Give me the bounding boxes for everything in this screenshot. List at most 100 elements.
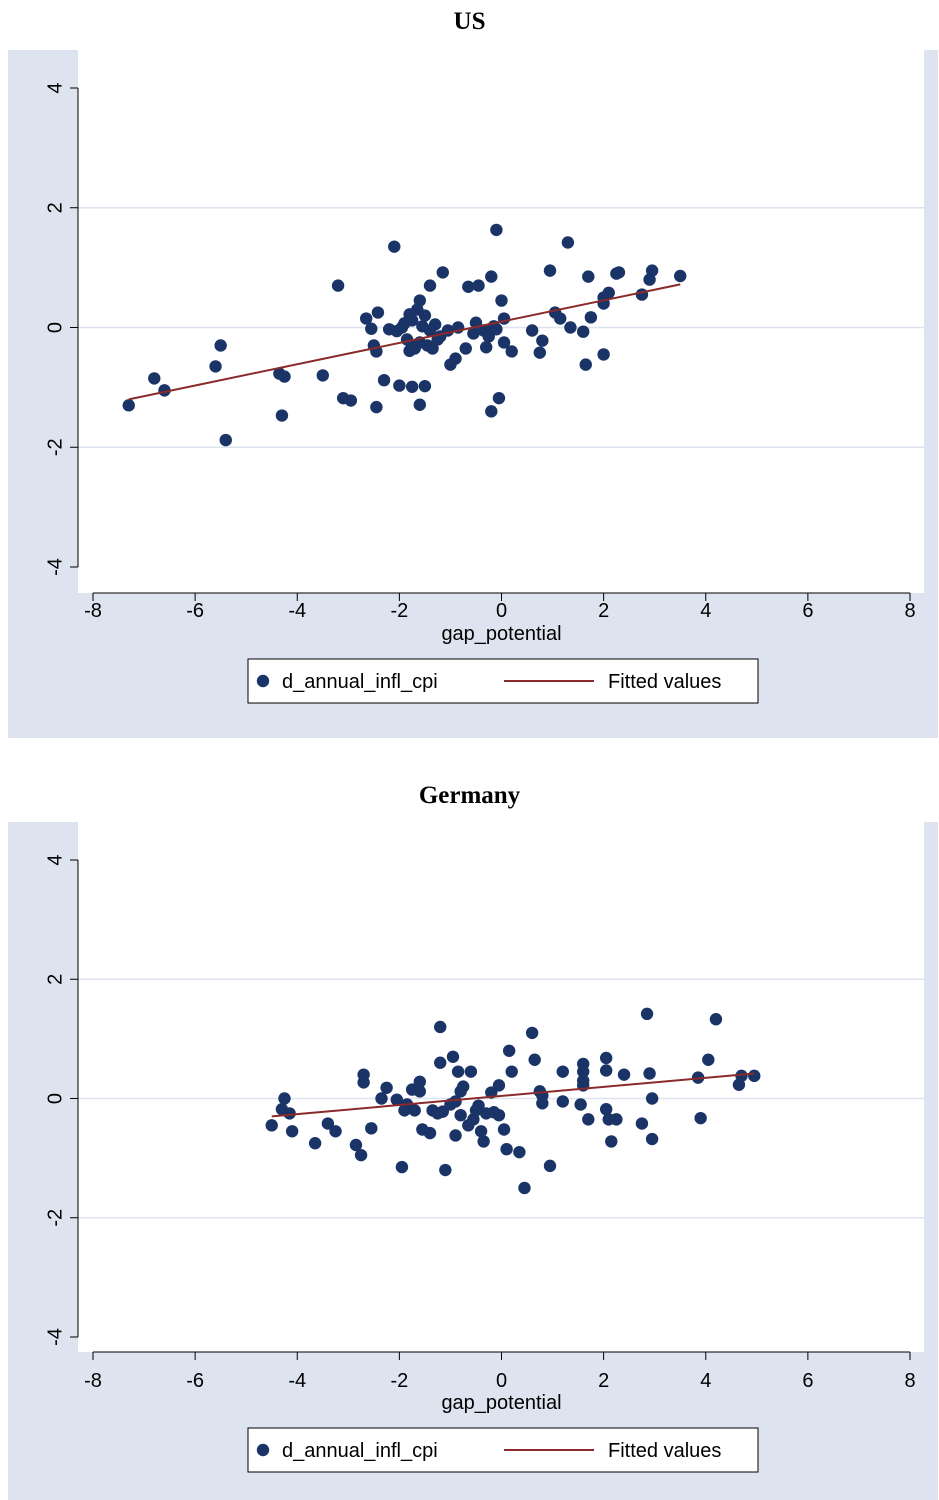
data-point [645,1132,659,1146]
data-point [490,223,503,237]
data-point [439,1163,452,1177]
data-point [492,391,506,405]
legend: d_annual_infl_cpi Fitted values [247,1427,759,1473]
data-point [528,1053,541,1066]
data-point [556,1095,569,1108]
data-point [423,1126,437,1140]
data-point [474,1125,488,1138]
germany-panel: Germany -4 -2 0 2 4 -8 -6 -4 -2 0 2 4 6 8 gap_potentia… [0,772,939,1500]
data-point [446,1050,460,1063]
legend: d_annual_infl_cpi Fitted values [247,658,759,704]
data-point [497,336,511,349]
data-point [602,286,615,299]
data-point [702,1053,715,1066]
data-point [265,1119,278,1132]
us-scatter-plot: -4 -2 0 2 4 -8 -6 -4 -2 0 2 4 6 8 gap_potential d_annua… [44,50,924,704]
chart-title: Germany [418,782,521,809]
fitted-line [271,1072,755,1118]
legend-box [247,1427,759,1473]
data-point [426,342,439,355]
data-point [393,379,406,392]
data-point [577,1065,590,1078]
x-tick-label: 4 [700,600,711,622]
x-tick-label: 0 [496,600,507,622]
data-point [556,1065,569,1078]
x-tick-label: 0 [496,1370,507,1392]
x-tick-label: -2 [390,600,408,622]
y-tick-label: -2 [44,1209,66,1227]
data-point [285,1125,299,1138]
data-point [462,280,475,293]
data-point [365,322,378,335]
x-tick-label: -6 [186,600,204,622]
data-point [612,266,626,279]
data-point [505,1065,518,1078]
x-tick-label: 6 [802,1370,813,1392]
data-point [467,327,480,340]
data-point [645,264,659,277]
data-point [582,270,595,283]
x-axis-title: gap_potential [441,1392,561,1414]
data-point [597,348,610,361]
x-axis-title: gap_potential [441,623,561,645]
data-point [513,1145,526,1159]
data-point [308,1137,322,1150]
data-point [497,1123,511,1136]
y-tick-label: -2 [44,438,66,456]
x-tick-label: 2 [598,1370,609,1392]
data-point [500,1142,513,1156]
data-point [148,372,161,385]
data-point [428,318,442,331]
data-point [599,1103,613,1116]
data-point [370,400,383,414]
x-tick-label: -8 [84,600,102,622]
data-point [635,288,649,301]
data-point [321,1117,335,1130]
data-point [423,279,437,292]
y-tick-label: -4 [44,558,66,576]
data-point [645,1092,659,1105]
data-point [457,1080,470,1093]
data-point [214,339,227,352]
data-point [518,1181,531,1195]
data-point [561,236,575,249]
data-point [344,394,358,407]
data-point [735,1069,748,1083]
data-point [408,1104,421,1117]
x-tick-label: 6 [802,600,813,622]
data-point [436,266,449,279]
data-point [331,279,345,292]
legend-label-line: Fitted values [608,671,721,693]
data-point [599,1064,613,1077]
data-point [449,352,462,365]
data-point [283,1107,296,1120]
data-point [405,380,419,393]
data-point [492,1079,506,1092]
data-point [584,311,598,324]
us-panel: US -4 -2 0 2 4 -8 -6 -4 -2 0 2 4 6 8 gap_potential d_an… [0,0,939,740]
data-point [359,312,373,325]
data-point [349,1138,363,1152]
data-point [748,1069,761,1083]
data-point [371,306,385,319]
legend-marker-points [256,674,270,688]
y-tick-label: 2 [44,202,66,213]
data-point [495,294,508,307]
data-point [380,1081,393,1094]
data-point [418,309,432,322]
y-tick-label: 0 [44,322,66,333]
data-point [209,360,222,373]
x-tick-label: -2 [390,1370,408,1392]
x-tick-label: -4 [288,600,306,622]
legend-label-points: d_annual_infl_cpi [282,1440,438,1462]
data-point [454,1108,467,1122]
data-point [278,370,291,383]
data-point [674,269,687,283]
data-point [533,346,546,359]
legend-label-points: d_annual_infl_cpi [282,671,438,693]
data-point [278,1092,291,1105]
data-point [485,405,498,418]
data-point [375,1092,388,1105]
x-tick-label: 8 [904,600,915,622]
data-point [525,1026,539,1040]
